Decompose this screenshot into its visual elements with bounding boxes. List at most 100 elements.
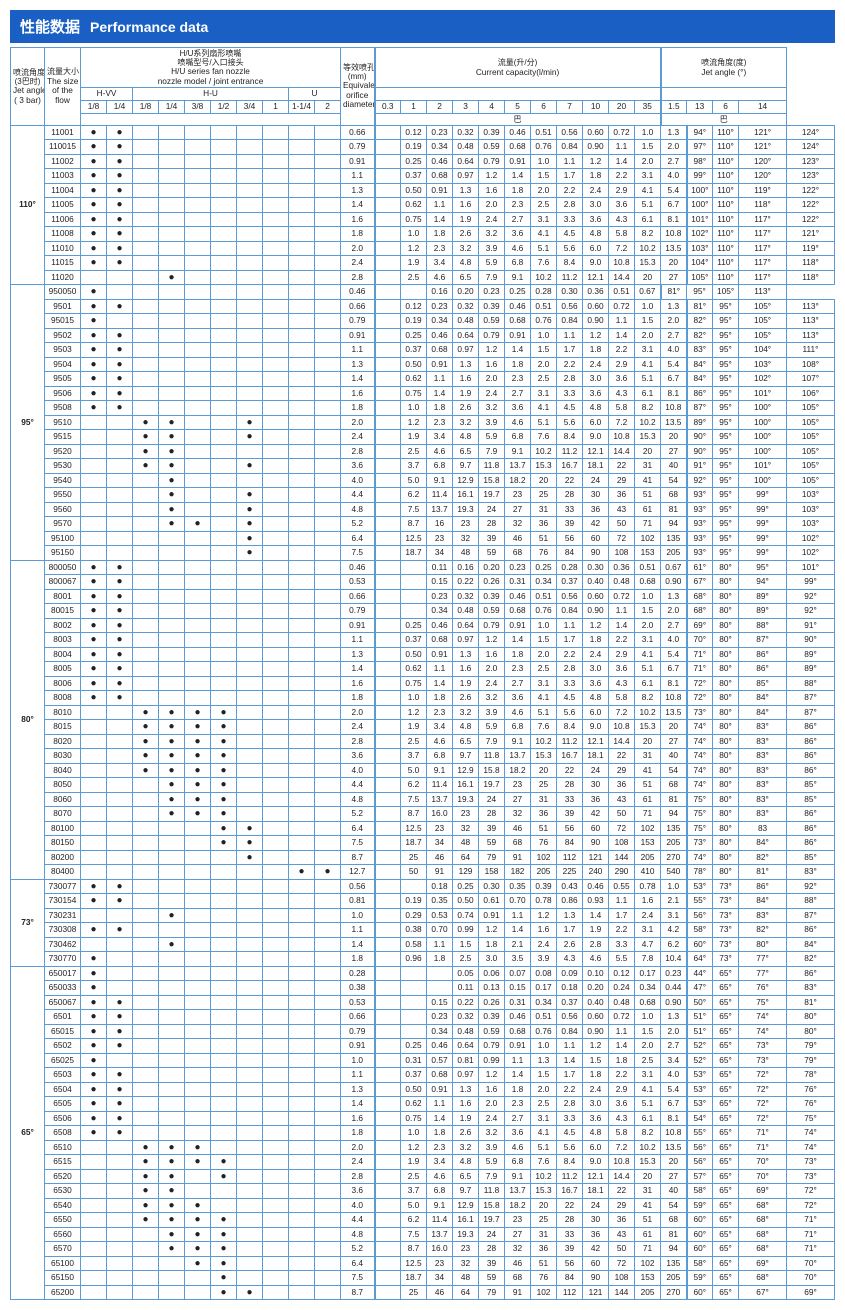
checkbox-cell[interactable] [81,821,107,836]
checkbox-cell[interactable]: ● [107,1039,133,1054]
checkbox-cell[interactable] [315,1155,341,1170]
checkbox-cell[interactable] [133,473,159,488]
checkbox-cell[interactable] [107,981,133,996]
checkbox-cell[interactable] [133,1111,159,1126]
checkbox-cell[interactable] [263,633,289,648]
checkbox-cell[interactable] [315,734,341,749]
checkbox-cell[interactable] [133,502,159,517]
checkbox-cell[interactable] [185,1024,211,1039]
checkbox-cell[interactable] [133,198,159,213]
checkbox-cell[interactable] [315,386,341,401]
checkbox-cell[interactable] [263,662,289,677]
checkbox-cell[interactable] [133,821,159,836]
checkbox-cell[interactable]: ● [81,1024,107,1039]
checkbox-cell[interactable] [263,865,289,880]
checkbox-cell[interactable]: ● [159,430,185,445]
checkbox-cell[interactable] [185,140,211,155]
checkbox-cell[interactable] [107,1184,133,1199]
checkbox-cell[interactable]: ● [81,604,107,619]
checkbox-cell[interactable]: ● [211,734,237,749]
checkbox-cell[interactable] [211,473,237,488]
checkbox-cell[interactable]: ● [159,473,185,488]
checkbox-cell[interactable] [237,169,263,184]
checkbox-cell[interactable] [237,589,263,604]
checkbox-cell[interactable] [133,937,159,952]
checkbox-cell[interactable] [81,1242,107,1257]
checkbox-cell[interactable] [159,343,185,358]
checkbox-cell[interactable] [315,575,341,590]
checkbox-cell[interactable] [133,357,159,372]
checkbox-cell[interactable]: ● [81,1010,107,1025]
checkbox-cell[interactable] [107,444,133,459]
checkbox-cell[interactable] [107,908,133,923]
checkbox-cell[interactable]: ● [81,923,107,938]
checkbox-cell[interactable]: ● [185,1242,211,1257]
checkbox-cell[interactable] [159,1271,185,1286]
checkbox-cell[interactable] [315,1169,341,1184]
checkbox-cell[interactable]: ● [185,734,211,749]
checkbox-cell[interactable] [237,749,263,764]
checkbox-cell[interactable] [133,1053,159,1068]
checkbox-cell[interactable] [159,328,185,343]
checkbox-cell[interactable] [211,937,237,952]
checkbox-cell[interactable] [237,908,263,923]
checkbox-cell[interactable] [263,444,289,459]
checkbox-cell[interactable] [289,1082,315,1097]
checkbox-cell[interactable] [289,1039,315,1054]
checkbox-cell[interactable] [107,1155,133,1170]
checkbox-cell[interactable]: ● [211,1169,237,1184]
checkbox-cell[interactable] [159,1082,185,1097]
checkbox-cell[interactable] [211,517,237,532]
checkbox-cell[interactable]: ● [159,763,185,778]
checkbox-cell[interactable] [211,256,237,271]
checkbox-cell[interactable] [185,212,211,227]
checkbox-cell[interactable] [237,1053,263,1068]
checkbox-cell[interactable] [211,1039,237,1054]
checkbox-cell[interactable] [263,749,289,764]
checkbox-cell[interactable] [263,821,289,836]
checkbox-cell[interactable] [133,908,159,923]
checkbox-cell[interactable] [289,1053,315,1068]
checkbox-cell[interactable] [263,1039,289,1054]
checkbox-cell[interactable] [81,1256,107,1271]
checkbox-cell[interactable] [237,1082,263,1097]
checkbox-cell[interactable] [263,1024,289,1039]
checkbox-cell[interactable] [133,647,159,662]
checkbox-cell[interactable] [185,459,211,474]
checkbox-cell[interactable] [159,879,185,894]
checkbox-cell[interactable] [289,270,315,285]
checkbox-cell[interactable] [211,241,237,256]
checkbox-cell[interactable] [159,198,185,213]
checkbox-cell[interactable] [133,836,159,851]
checkbox-cell[interactable]: ● [81,1053,107,1068]
checkbox-cell[interactable] [211,995,237,1010]
checkbox-cell[interactable] [289,314,315,329]
checkbox-cell[interactable]: ● [185,1256,211,1271]
checkbox-cell[interactable] [315,807,341,822]
checkbox-cell[interactable] [263,488,289,503]
checkbox-cell[interactable] [237,778,263,793]
checkbox-cell[interactable] [315,372,341,387]
checkbox-cell[interactable] [289,227,315,242]
checkbox-cell[interactable] [133,140,159,155]
checkbox-cell[interactable] [211,314,237,329]
checkbox-cell[interactable]: ● [107,125,133,140]
checkbox-cell[interactable] [289,908,315,923]
checkbox-cell[interactable] [263,1010,289,1025]
checkbox-cell[interactable] [315,821,341,836]
checkbox-cell[interactable] [159,227,185,242]
checkbox-cell[interactable] [315,125,341,140]
checkbox-cell[interactable] [211,154,237,169]
checkbox-cell[interactable] [315,1097,341,1112]
checkbox-cell[interactable] [159,372,185,387]
checkbox-cell[interactable]: ● [81,198,107,213]
checkbox-cell[interactable] [185,1039,211,1054]
checkbox-cell[interactable] [315,415,341,430]
checkbox-cell[interactable] [263,1097,289,1112]
checkbox-cell[interactable] [263,981,289,996]
checkbox-cell[interactable] [211,328,237,343]
checkbox-cell[interactable] [289,140,315,155]
checkbox-cell[interactable] [159,256,185,271]
checkbox-cell[interactable] [211,618,237,633]
checkbox-cell[interactable] [81,836,107,851]
